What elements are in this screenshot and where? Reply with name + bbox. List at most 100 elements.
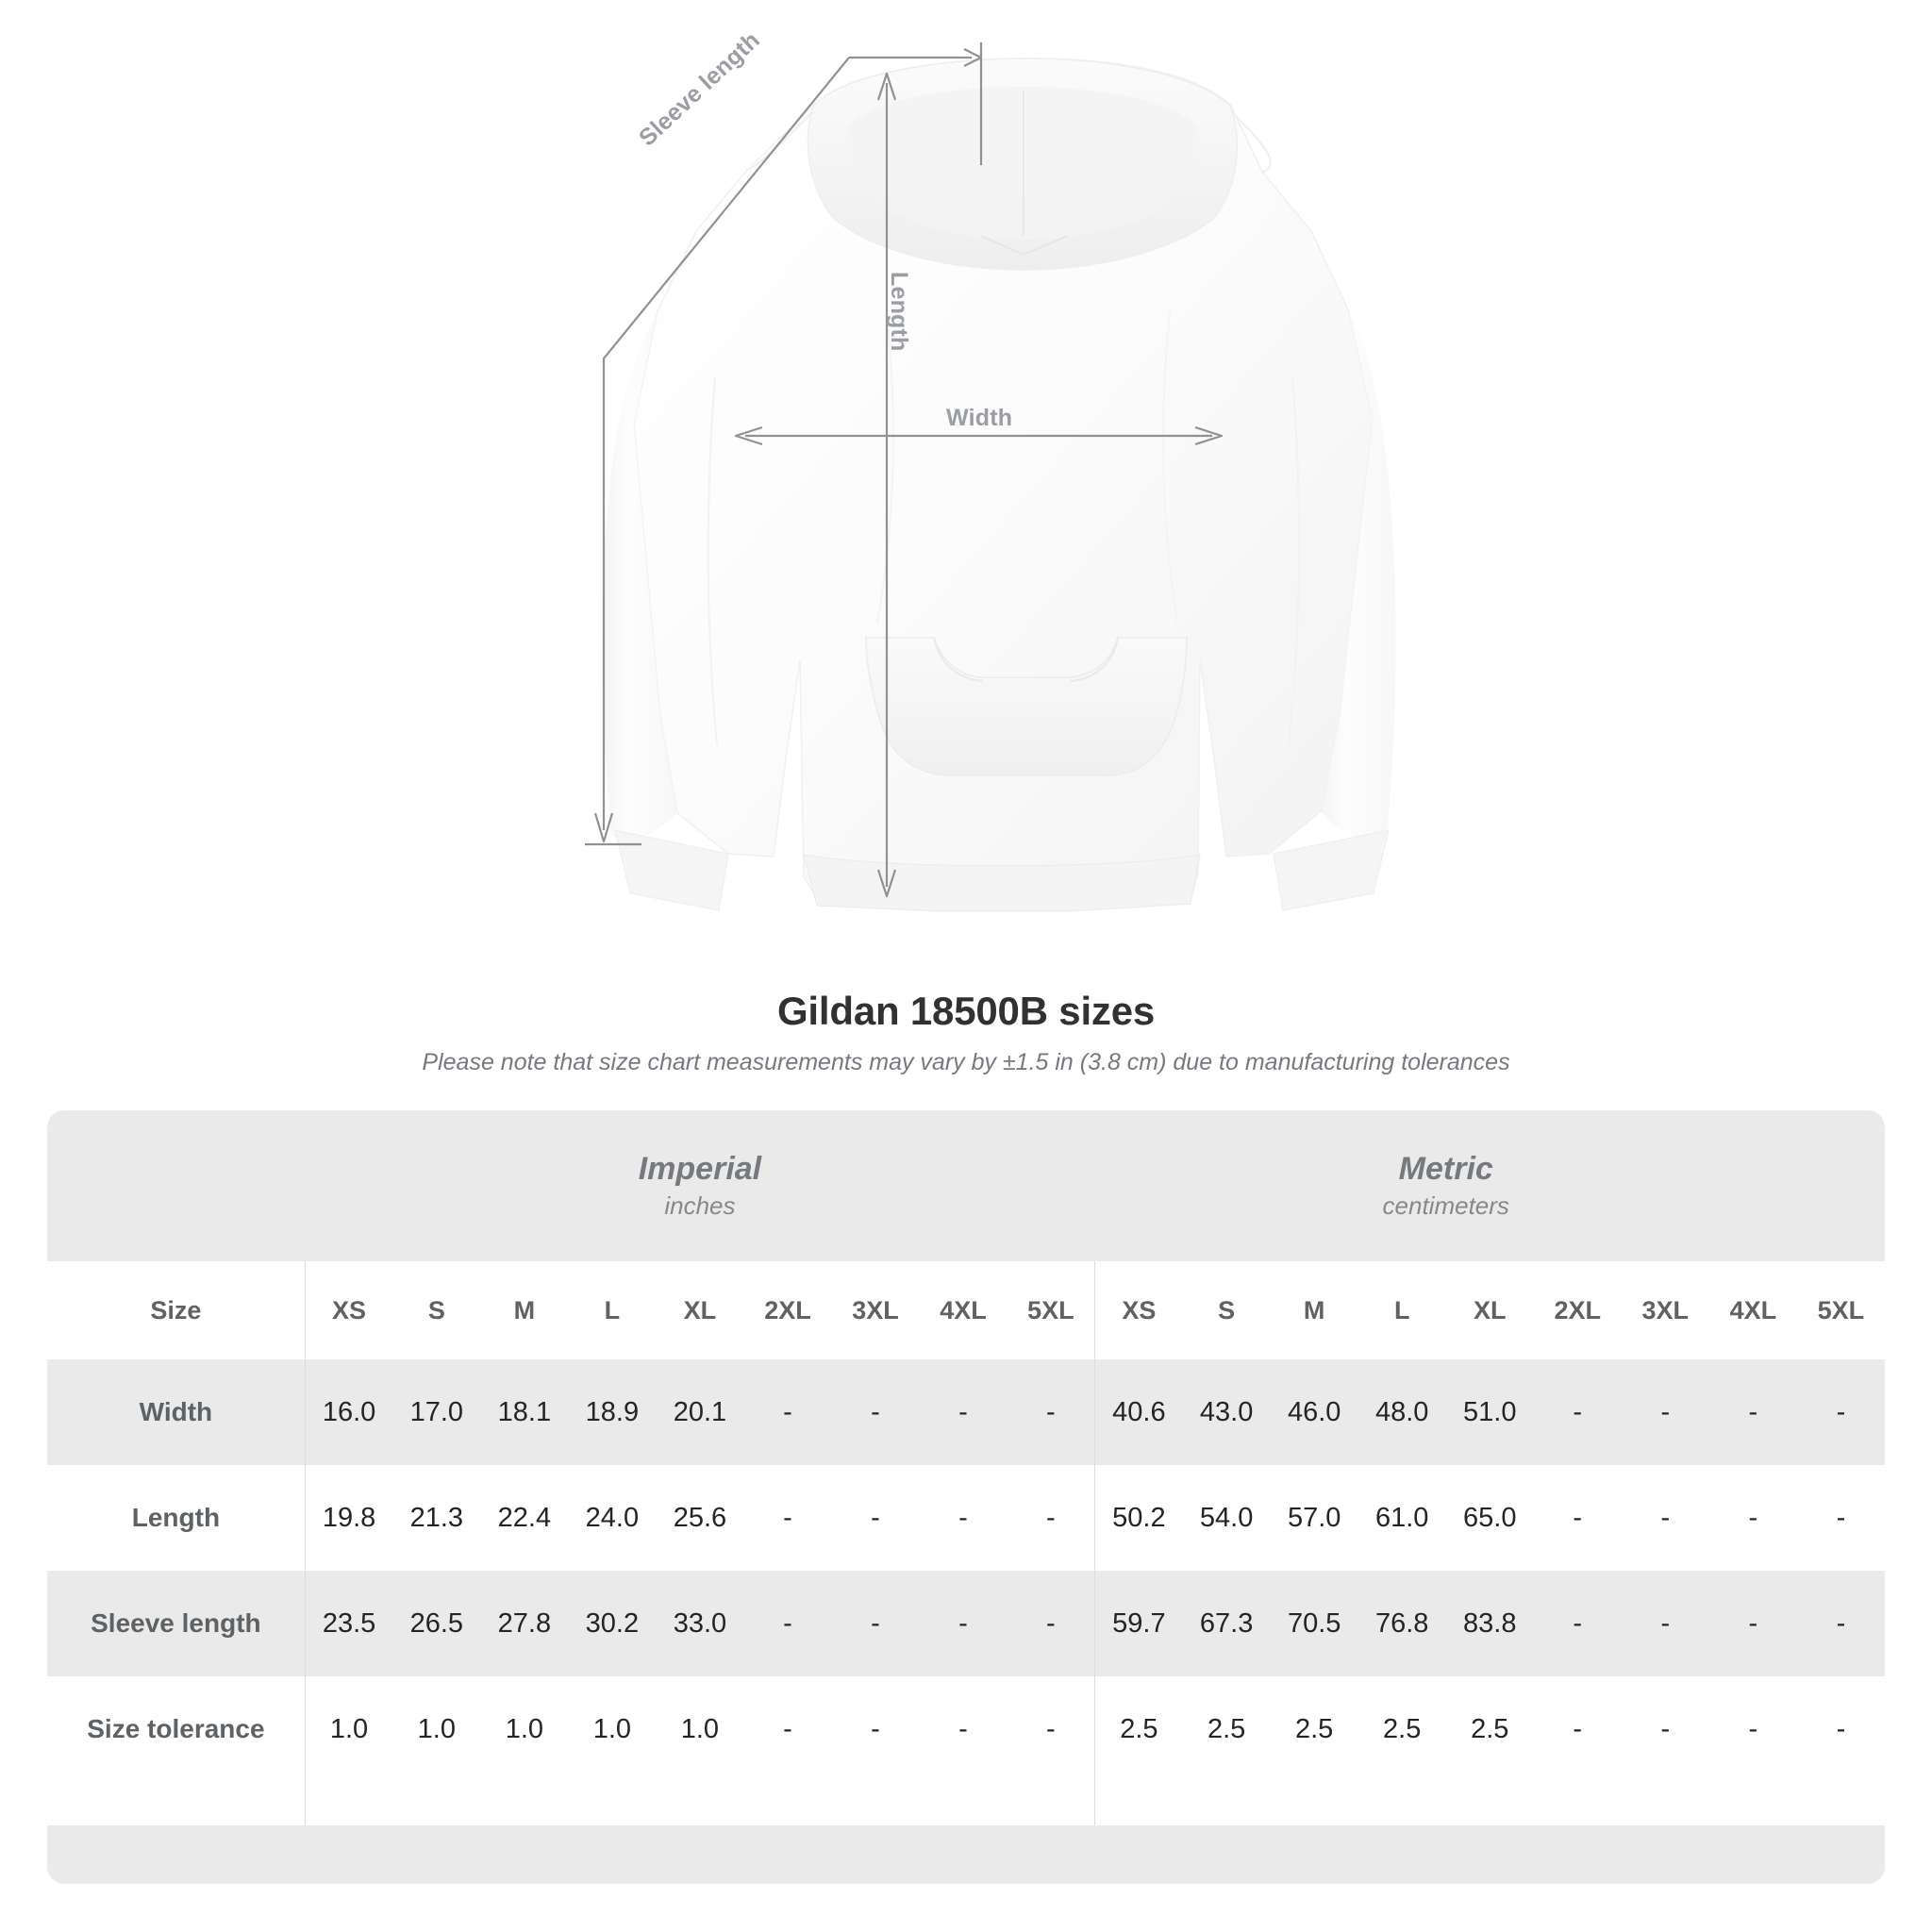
- size-header-met-3: L: [1357, 1261, 1446, 1359]
- table-tail-cell: [568, 1782, 657, 1825]
- cell-sleeve-met-5: -: [1533, 1571, 1622, 1676]
- size-header-label: Size: [47, 1261, 306, 1359]
- cell-tolerance-imp-3: 1.0: [568, 1676, 657, 1782]
- cell-sleeve-met-7: -: [1708, 1571, 1797, 1676]
- table-tail-cell: [1270, 1782, 1358, 1825]
- size-header-imp-6: 3XL: [831, 1261, 920, 1359]
- cell-sleeve-met-6: -: [1621, 1571, 1709, 1676]
- table-row: Length 19.8 21.3 22.4 24.0 25.6 - - - - …: [47, 1465, 1885, 1571]
- cell-sleeve-met-2: 70.5: [1270, 1571, 1358, 1676]
- unit-group-imperial: Imperial inches: [305, 1110, 1095, 1261]
- cell-sleeve-imp-1: 26.5: [392, 1571, 481, 1676]
- cell-width-met-7: -: [1708, 1359, 1797, 1465]
- unit-group-metric-sub: centimeters: [1382, 1191, 1509, 1221]
- cell-width-imp-6: -: [831, 1359, 920, 1465]
- cell-width-imp-0: 16.0: [304, 1359, 393, 1465]
- table-tail-row: [47, 1782, 1885, 1825]
- cell-tolerance-met-7: -: [1708, 1676, 1797, 1782]
- cell-width-imp-1: 17.0: [392, 1359, 481, 1465]
- size-header-met-5: 2XL: [1533, 1261, 1622, 1359]
- table-tail-cell: [1445, 1782, 1534, 1825]
- unit-group-spacer: [47, 1110, 306, 1261]
- table-tail-cell: [1708, 1782, 1797, 1825]
- length-guide: [876, 72, 897, 898]
- cell-length-met-4: 65.0: [1445, 1465, 1534, 1571]
- size-header-met-1: S: [1182, 1261, 1271, 1359]
- row-label-width: Width: [47, 1359, 306, 1465]
- cell-width-met-2: 46.0: [1270, 1359, 1358, 1465]
- table-tail-cell: [919, 1782, 1008, 1825]
- row-label-sleeve-length: Sleeve length: [47, 1571, 306, 1676]
- cell-sleeve-met-8: -: [1796, 1571, 1885, 1676]
- cell-tolerance-imp-6: -: [831, 1676, 920, 1782]
- cell-tolerance-met-8: -: [1796, 1676, 1885, 1782]
- table-tail-cell: [304, 1782, 393, 1825]
- table-tail-cell: [1621, 1782, 1709, 1825]
- cell-width-met-0: 40.6: [1094, 1359, 1183, 1465]
- table-row: Size tolerance 1.0 1.0 1.0 1.0 1.0 - - -…: [47, 1676, 1885, 1782]
- cell-tolerance-imp-2: 1.0: [480, 1676, 569, 1782]
- measurement-guides: [585, 42, 1224, 898]
- garment-diagram: Sleeve length Length Width: [585, 26, 1396, 912]
- cell-length-imp-0: 19.8: [304, 1465, 393, 1571]
- cell-width-imp-7: -: [919, 1359, 1008, 1465]
- cell-tolerance-met-5: -: [1533, 1676, 1622, 1782]
- unit-group-metric: Metric centimeters: [1094, 1110, 1797, 1261]
- cell-length-imp-8: -: [1007, 1465, 1095, 1571]
- size-header-imp-8: 5XL: [1007, 1261, 1095, 1359]
- cell-tolerance-met-6: -: [1621, 1676, 1709, 1782]
- table-tail-cell: [1007, 1782, 1095, 1825]
- cell-length-met-2: 57.0: [1270, 1465, 1358, 1571]
- cell-width-imp-5: -: [743, 1359, 832, 1465]
- cell-width-met-5: -: [1533, 1359, 1622, 1465]
- cell-length-imp-3: 24.0: [568, 1465, 657, 1571]
- unit-group-imperial-name: Imperial: [638, 1150, 762, 1187]
- cell-width-met-1: 43.0: [1182, 1359, 1271, 1465]
- table-tail-cell: [1094, 1782, 1183, 1825]
- size-header-imp-3: L: [568, 1261, 657, 1359]
- table-footer-cell: [305, 1825, 1797, 1884]
- cell-tolerance-met-2: 2.5: [1270, 1676, 1358, 1782]
- cell-sleeve-imp-7: -: [919, 1571, 1008, 1676]
- row-label-size-tolerance: Size tolerance: [47, 1676, 306, 1782]
- length-label: Length: [886, 272, 912, 352]
- cell-tolerance-met-0: 2.5: [1094, 1676, 1183, 1782]
- table-tail-cell: [1533, 1782, 1622, 1825]
- size-chart-table: Imperial inches Metric centimeters Size …: [47, 1110, 1885, 1884]
- cell-length-met-1: 54.0: [1182, 1465, 1271, 1571]
- cell-tolerance-imp-4: 1.0: [656, 1676, 744, 1782]
- table-footer-strip: [47, 1825, 1885, 1884]
- size-header-met-6: 3XL: [1621, 1261, 1709, 1359]
- table-tail-cell: [1357, 1782, 1446, 1825]
- cell-sleeve-met-4: 83.8: [1445, 1571, 1534, 1676]
- cell-tolerance-imp-5: -: [743, 1676, 832, 1782]
- cell-width-imp-4: 20.1: [656, 1359, 744, 1465]
- size-chart-table-wrap: Imperial inches Metric centimeters Size …: [47, 1110, 1885, 1884]
- size-header-imp-7: 4XL: [919, 1261, 1008, 1359]
- table-tail-cell: [480, 1782, 569, 1825]
- cell-width-met-4: 51.0: [1445, 1359, 1534, 1465]
- unit-group-metric-tail: [1796, 1110, 1885, 1261]
- cell-length-imp-7: -: [919, 1465, 1008, 1571]
- cell-tolerance-met-1: 2.5: [1182, 1676, 1271, 1782]
- cell-sleeve-imp-6: -: [831, 1571, 920, 1676]
- size-header-row: Size XS S M L XL 2XL 3XL 4XL 5XL XS S M …: [47, 1261, 1885, 1359]
- size-header-met-7: 4XL: [1708, 1261, 1797, 1359]
- cell-sleeve-imp-4: 33.0: [656, 1571, 744, 1676]
- size-header-imp-2: M: [480, 1261, 569, 1359]
- cell-tolerance-imp-7: -: [919, 1676, 1008, 1782]
- cell-length-imp-5: -: [743, 1465, 832, 1571]
- cell-length-imp-4: 25.6: [656, 1465, 744, 1571]
- table-tail-cell: [392, 1782, 481, 1825]
- table-tail-cell: [656, 1782, 744, 1825]
- cell-length-imp-6: -: [831, 1465, 920, 1571]
- cell-length-met-8: -: [1796, 1465, 1885, 1571]
- table-footer-cell: [1796, 1825, 1885, 1884]
- cell-tolerance-met-3: 2.5: [1357, 1676, 1446, 1782]
- cell-length-met-7: -: [1708, 1465, 1797, 1571]
- size-header-imp-4: XL: [656, 1261, 744, 1359]
- size-header-met-8: 5XL: [1796, 1261, 1885, 1359]
- cell-width-imp-2: 18.1: [480, 1359, 569, 1465]
- page-title: Gildan 18500B sizes: [776, 989, 1156, 1033]
- cell-tolerance-imp-0: 1.0: [304, 1676, 393, 1782]
